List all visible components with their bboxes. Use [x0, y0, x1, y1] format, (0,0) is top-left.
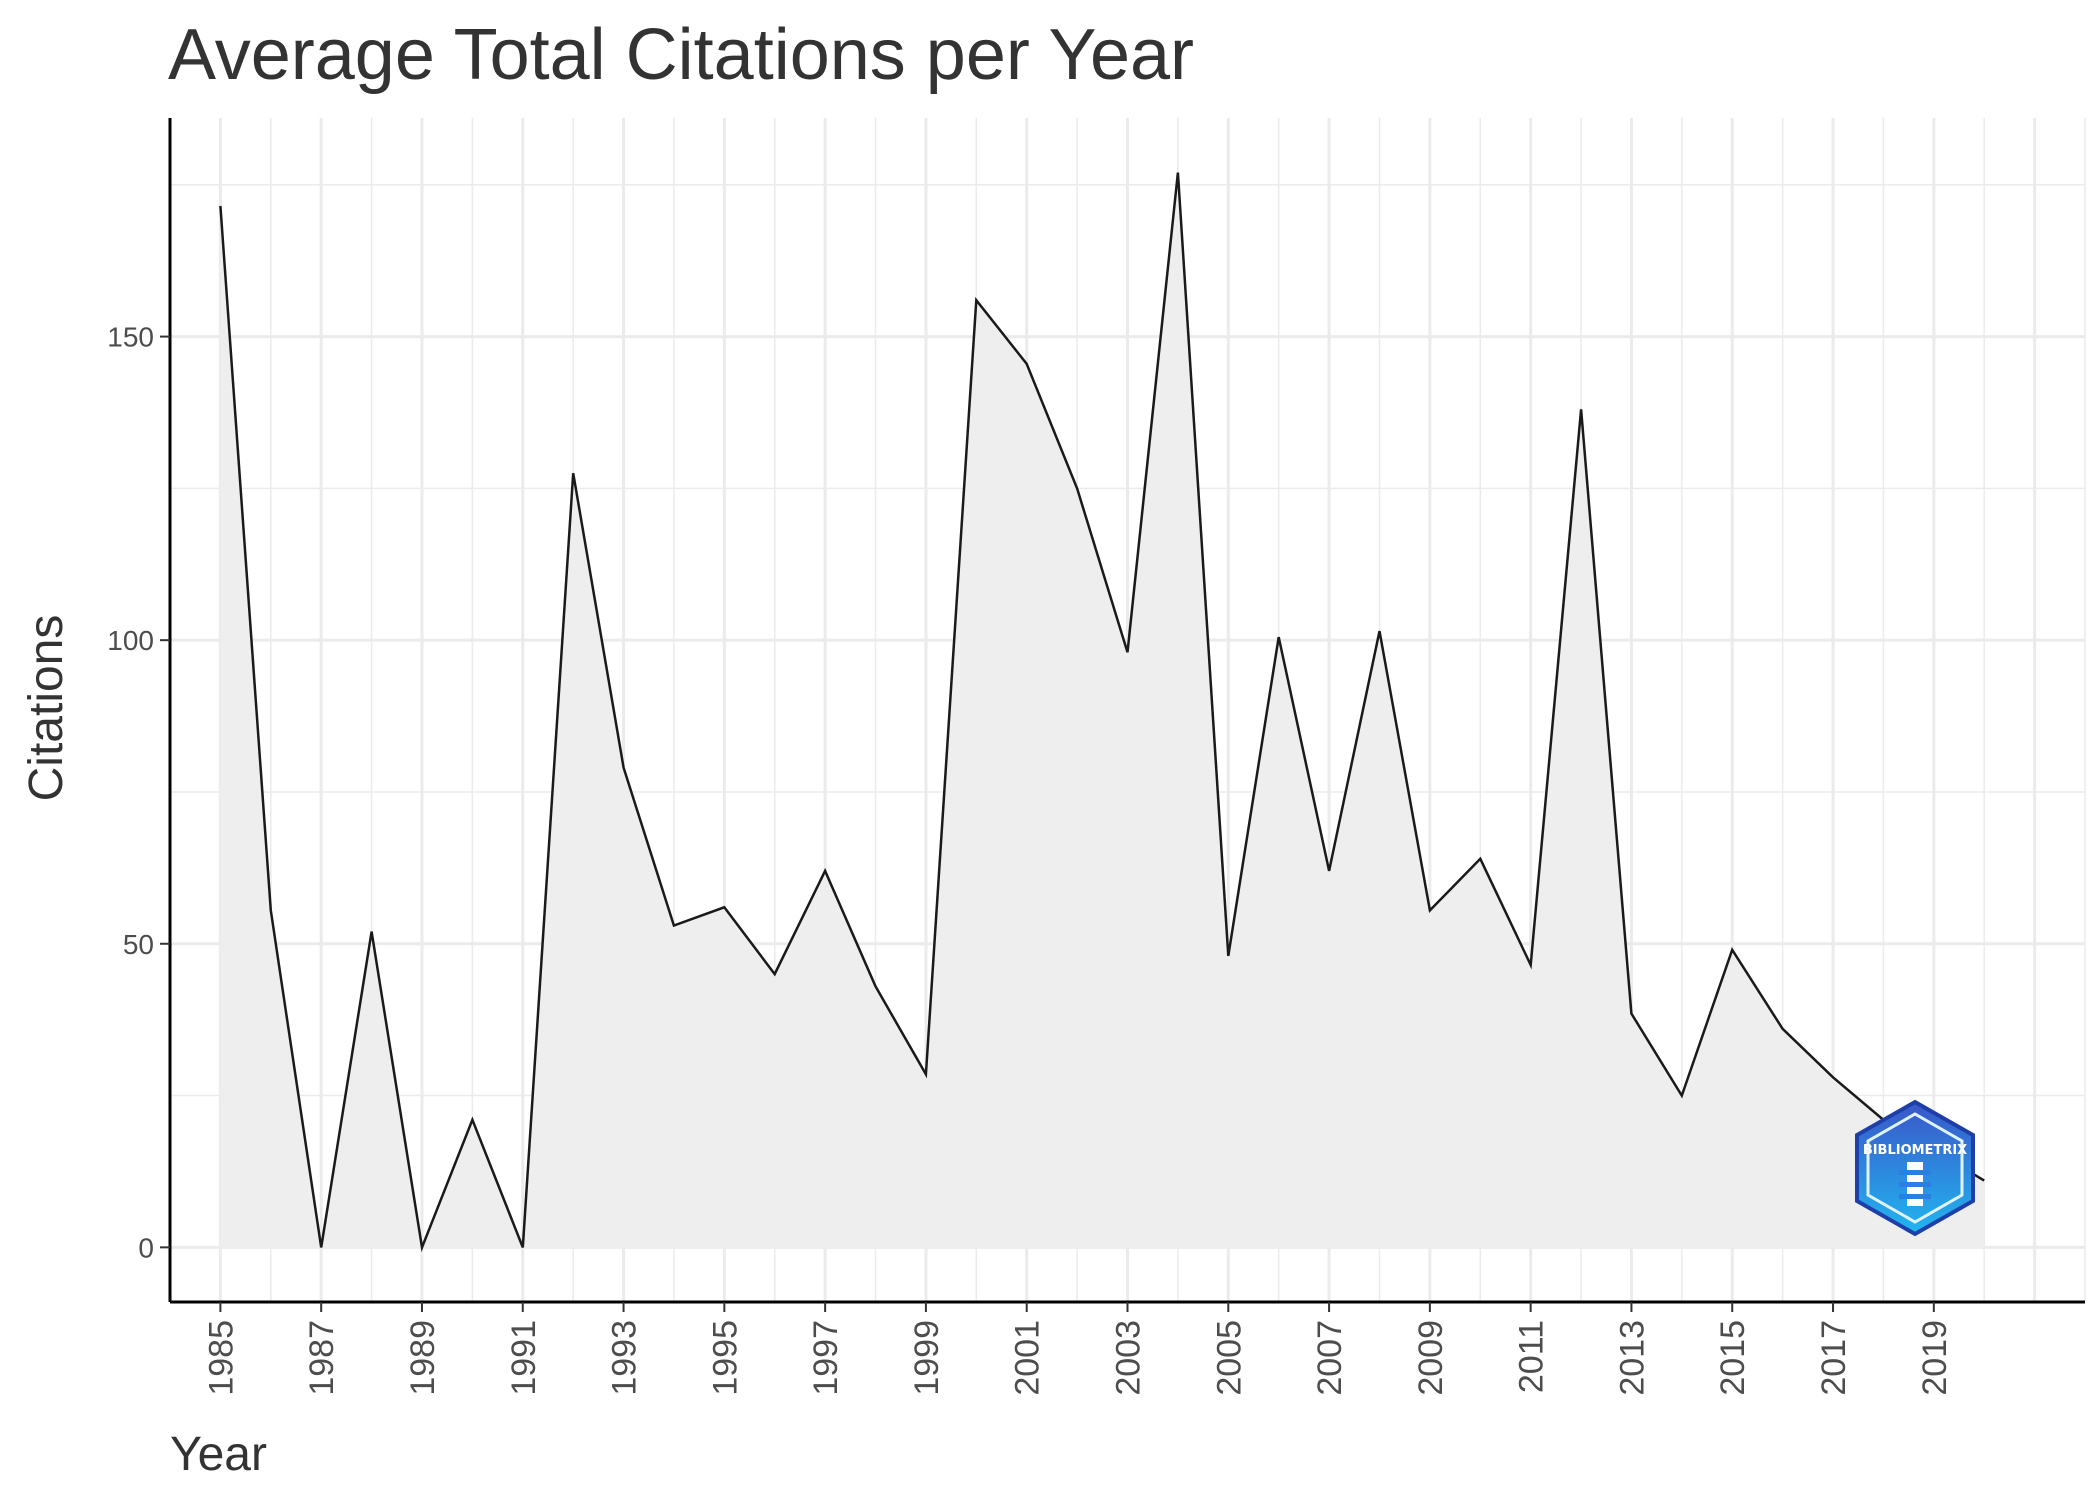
series-line [219, 172, 1985, 1253]
y-axis-title: Citations [20, 615, 73, 802]
y-tick-label: 150 [107, 322, 154, 353]
x-tick-label: 1997 [807, 1320, 845, 1396]
area-fill [220, 172, 1985, 1248]
x-tick-label: 1991 [505, 1320, 543, 1396]
tick-labels: 0 50 100 150 1985 1987 1989 1991 1993 1995 1997 199… [107, 322, 1954, 1396]
x-tick-label: 1985 [202, 1320, 240, 1396]
x-tick-label: 2007 [1311, 1320, 1349, 1396]
x-tick-label: 1987 [303, 1320, 341, 1396]
x-tick-label: 1993 [606, 1320, 644, 1396]
x-tick-label: 2019 [1916, 1320, 1954, 1396]
x-tick-label: 1989 [404, 1320, 442, 1396]
x-tick-label: 1999 [908, 1320, 946, 1396]
chart-title: Average Total Citations per Year [168, 15, 1195, 95]
y-tick-label: 50 [123, 929, 154, 960]
x-tick-label: 2003 [1110, 1320, 1148, 1396]
x-tick-label: 2017 [1815, 1320, 1853, 1396]
logo-text: BIBLIOMETRIX [1863, 1143, 1967, 1158]
y-tick-label: 0 [138, 1232, 154, 1263]
x-tick-label: 2015 [1714, 1320, 1752, 1396]
y-tick-label: 100 [107, 625, 154, 656]
x-tick-label: 2011 [1513, 1320, 1551, 1393]
x-tick-label: 1995 [706, 1320, 744, 1396]
x-tick-label: 2005 [1210, 1320, 1248, 1396]
x-tick-label: 2001 [1009, 1320, 1047, 1396]
x-tick-label: 2009 [1412, 1320, 1450, 1396]
bibliometrix-logo: BIBLIOMETRIX [1855, 1099, 1975, 1237]
x-tick-label: 2013 [1613, 1320, 1651, 1396]
x-axis-title: Year [170, 1428, 267, 1481]
